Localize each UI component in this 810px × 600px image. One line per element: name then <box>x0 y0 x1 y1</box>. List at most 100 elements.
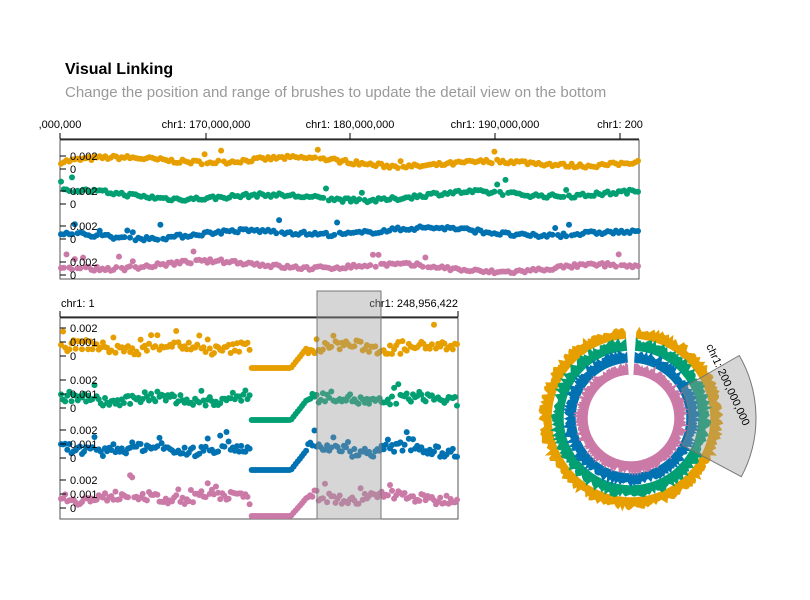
detail-data-point <box>99 453 106 459</box>
detail-data-point <box>194 341 201 348</box>
detail-data-point <box>382 441 389 448</box>
detail-data-point <box>89 346 96 353</box>
detail-data-point <box>229 389 236 396</box>
detail-y-tick-label: 0 <box>70 503 76 515</box>
overview-y-tick-label: 0.002 <box>70 221 98 233</box>
detail-data-point <box>246 445 253 452</box>
detail-data-point <box>357 485 364 492</box>
detail-data-point <box>236 348 243 355</box>
overview-y-tick-label: 0.002 <box>70 186 98 198</box>
detail-data-point <box>366 348 372 355</box>
overview-data-point <box>422 254 429 261</box>
detail-data-point <box>395 381 402 388</box>
overview-data-point <box>563 233 570 240</box>
overview-y-tick-label: 0 <box>70 199 76 211</box>
detail-data-point <box>79 346 85 353</box>
detail-data-point <box>135 351 142 358</box>
overview-data-point <box>334 219 341 226</box>
detail-data-point <box>99 339 106 346</box>
overview-data-point <box>77 265 84 272</box>
overview-y-tick-label: 0 <box>70 234 76 246</box>
overview-data-point <box>198 161 205 168</box>
overview-x-tick-label: ,000,000 <box>39 119 82 131</box>
detail-data-point <box>449 346 456 353</box>
detail-data-point <box>454 341 460 348</box>
overview-data-point <box>58 178 64 185</box>
detail-brush[interactable] <box>316 290 382 520</box>
overview-data-point <box>276 217 283 224</box>
overview-data-point <box>312 154 318 161</box>
detail-data-point <box>387 342 393 349</box>
detail-data-point <box>454 496 460 503</box>
detail-data-point <box>110 334 117 341</box>
circular-brush[interactable] <box>680 354 757 478</box>
detail-data-point <box>418 444 425 451</box>
detail-y-tick-label: 0.002 <box>70 475 98 487</box>
detail-data-point <box>213 483 219 490</box>
overview-y-tick-label: 0 <box>70 270 76 282</box>
detail-data-point <box>154 388 161 395</box>
detail-y-tick-label: 0 <box>70 351 76 363</box>
circular-track[interactable]: chr1: 200,000,000 <box>538 326 757 512</box>
detail-data-point <box>152 398 159 405</box>
detail-data-point <box>177 392 184 399</box>
detail-data-point <box>66 346 73 353</box>
detail-data-point <box>428 341 435 348</box>
detail-y-tick-label: 0.001 <box>70 439 98 451</box>
detail-data-point <box>112 488 119 495</box>
overview-track[interactable]: ,000,000 chr1: 170,000,000 chr1: 180,000,0… <box>39 119 643 282</box>
detail-data-point <box>351 343 358 350</box>
overview-data-point <box>394 165 401 171</box>
overview-x-tick-label: chr1: 170,000,000 <box>162 119 251 131</box>
overview-data-point <box>375 251 382 258</box>
detail-data-point <box>66 441 73 447</box>
overview-y-tick-label: 0.002 <box>70 151 98 163</box>
detail-data-point <box>451 394 458 400</box>
overview-data-point <box>563 187 570 193</box>
detail-data-point <box>246 392 253 399</box>
detail-data-point <box>211 350 217 356</box>
detail-data-point <box>200 344 207 351</box>
detail-data-point <box>418 391 425 398</box>
detail-data-point <box>391 448 398 455</box>
overview-data-point <box>488 160 495 167</box>
detail-data-point <box>158 440 165 447</box>
detail-data-point <box>116 496 123 503</box>
detail-y-tick-label: 0.002 <box>70 323 98 335</box>
detail-data-point <box>399 338 406 345</box>
detail-data-point <box>110 496 117 503</box>
detail-data-point <box>410 493 416 500</box>
overview-data-point <box>494 181 501 188</box>
overview-data-point <box>80 254 87 261</box>
overview-data-point <box>96 227 103 234</box>
detail-data-point <box>190 499 196 506</box>
detail-track[interactable]: chr1: 1 chr1: 248,956,422 0.002 0.001 0 0.00… <box>58 290 460 520</box>
detail-data-point <box>443 492 450 499</box>
detail-y-tick-label: 0.002 <box>70 375 98 387</box>
detail-data-point <box>324 499 331 506</box>
overview-data-point <box>560 193 567 200</box>
overview-data-point <box>419 263 426 270</box>
detail-data-point <box>355 400 362 407</box>
detail-data-point <box>387 401 393 408</box>
detail-data-point <box>403 347 410 354</box>
detail-data-point <box>399 447 406 454</box>
detail-data-point <box>225 438 232 445</box>
detail-data-point <box>162 397 169 404</box>
overview-data-point <box>615 251 622 258</box>
detail-data-point <box>204 336 211 343</box>
detail-data-point <box>384 396 391 403</box>
overview-data-point <box>187 260 194 267</box>
overview-track-border <box>59 139 640 280</box>
detail-data-point <box>311 427 318 434</box>
overview-data-point <box>215 157 222 164</box>
overview-data-point <box>502 176 509 183</box>
detail-data-point <box>171 393 178 400</box>
overview-data-point <box>635 188 641 195</box>
detail-data-point <box>238 442 245 449</box>
circular-ring-series <box>538 326 724 512</box>
detail-data-point <box>208 486 215 493</box>
detail-data-point <box>426 345 433 352</box>
detail-data-point <box>246 501 253 508</box>
